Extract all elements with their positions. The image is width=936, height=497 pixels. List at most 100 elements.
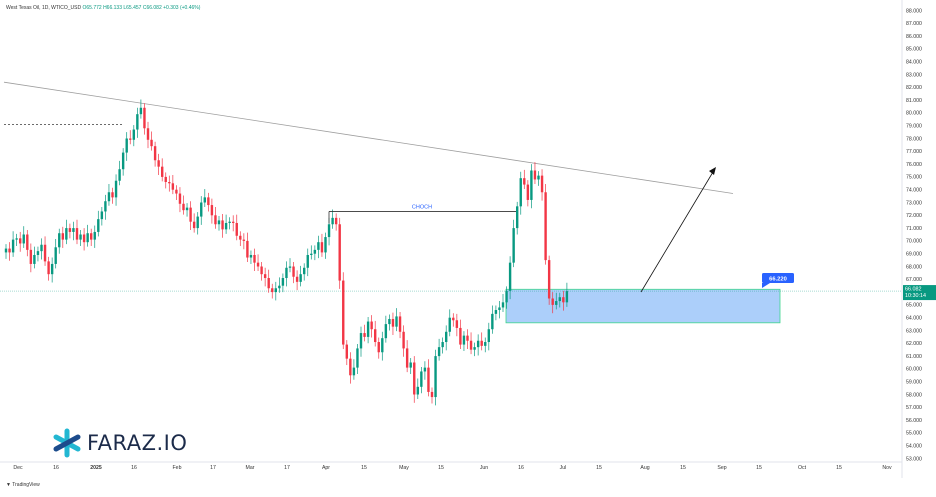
candle-body	[86, 233, 89, 243]
price-tick-label: 65.000	[906, 303, 922, 309]
candle-body	[547, 260, 551, 299]
candle-body	[260, 266, 263, 275]
candle-body	[409, 362, 412, 368]
candle-body	[267, 278, 270, 289]
candle-body	[317, 242, 320, 250]
candle-body	[114, 180, 118, 198]
price-tick-label: 56.000	[906, 418, 922, 424]
price-tick-label: 77.000	[906, 149, 922, 155]
candle-body	[228, 221, 231, 223]
candle-body	[455, 320, 459, 328]
candle-body	[146, 128, 150, 140]
candle-body	[423, 367, 427, 372]
candle-body	[242, 239, 246, 241]
candle-body	[292, 266, 295, 277]
candle-body	[437, 347, 441, 357]
candle-body	[388, 318, 391, 325]
candle-body	[526, 184, 530, 200]
candle-body	[161, 166, 164, 177]
candle-body	[210, 205, 214, 216]
candle-body	[192, 221, 196, 229]
brand-name: FARAZ.IO	[87, 431, 188, 455]
candle-body	[381, 338, 384, 353]
last-price-value: 66.082	[905, 287, 922, 293]
candle-body	[324, 237, 327, 253]
candle-body	[466, 335, 469, 341]
candle-body	[331, 217, 334, 225]
candle-body	[430, 391, 434, 398]
candle-body	[363, 333, 366, 337]
candle-body	[271, 288, 274, 293]
candle-body	[519, 178, 522, 207]
candle-body	[416, 386, 419, 395]
price-tick-label: 63.000	[906, 328, 922, 334]
candle-body	[476, 340, 480, 348]
price-tick-label: 70.000	[906, 239, 922, 245]
candle-body	[256, 262, 260, 267]
time-tick-label: 17	[284, 465, 290, 471]
candle-body	[306, 254, 309, 268]
brand-watermark: FARAZ.IO	[52, 428, 187, 458]
candle-body	[22, 234, 25, 244]
candle-body	[345, 344, 348, 359]
candle-body	[54, 247, 57, 264]
zone-tag-pointer	[762, 283, 770, 288]
price-tick-label: 83.000	[906, 72, 922, 78]
candle-body	[214, 215, 217, 225]
candle-body	[97, 219, 100, 232]
candle-body	[11, 239, 15, 253]
candle-body	[139, 107, 143, 115]
candle-body	[327, 224, 331, 238]
candle-body	[15, 238, 18, 240]
candle-body	[452, 317, 455, 321]
candle-body	[494, 310, 498, 314]
candle-body	[374, 329, 377, 343]
time-tick-label: May	[399, 465, 409, 471]
candle-body	[285, 267, 288, 279]
candle-body	[498, 307, 501, 311]
candle-body	[50, 263, 54, 275]
candle-body	[544, 192, 547, 261]
candle-body	[445, 331, 448, 343]
candle-body	[427, 367, 430, 392]
price-tick-label: 88.000	[906, 8, 922, 14]
candle-body	[395, 316, 398, 327]
candle-body	[523, 178, 526, 185]
candle-body	[239, 235, 242, 240]
candle-body	[189, 207, 192, 222]
candle-body	[303, 267, 306, 275]
price-tick-label: 55.000	[906, 431, 922, 437]
candle-body	[200, 202, 203, 217]
time-tick-label: Feb	[173, 465, 182, 471]
time-tick-label: 15	[361, 465, 367, 471]
candle-body	[405, 348, 409, 368]
price-tick-label: 81.000	[906, 98, 922, 104]
time-tick-label: 16	[131, 465, 137, 471]
candle-body	[196, 216, 199, 229]
candle-body	[47, 261, 50, 275]
tradingview-credit: ▼ TradingView	[6, 482, 40, 488]
time-tick-label: Jun	[480, 465, 488, 471]
candle-body	[562, 297, 565, 303]
candle-body	[100, 211, 104, 220]
price-tick-label: 78.000	[906, 136, 922, 142]
candle-body	[530, 170, 533, 200]
candle-body	[434, 356, 437, 398]
candle-body	[129, 138, 132, 140]
candle-body	[487, 329, 490, 343]
candle-body	[320, 242, 324, 253]
candle-body	[462, 335, 466, 345]
zone-price-label: 66.220	[769, 276, 787, 282]
candle-body	[178, 193, 182, 204]
demand-zone	[505, 288, 781, 324]
price-tick-label: 64.000	[906, 316, 922, 322]
candle-body	[33, 254, 36, 264]
candle-body	[111, 192, 114, 198]
time-tick-label: 15	[756, 465, 762, 471]
price-tick-label: 71.000	[906, 226, 922, 232]
candle-body	[150, 139, 153, 147]
candle-body	[377, 342, 380, 353]
candle-body	[58, 233, 61, 248]
